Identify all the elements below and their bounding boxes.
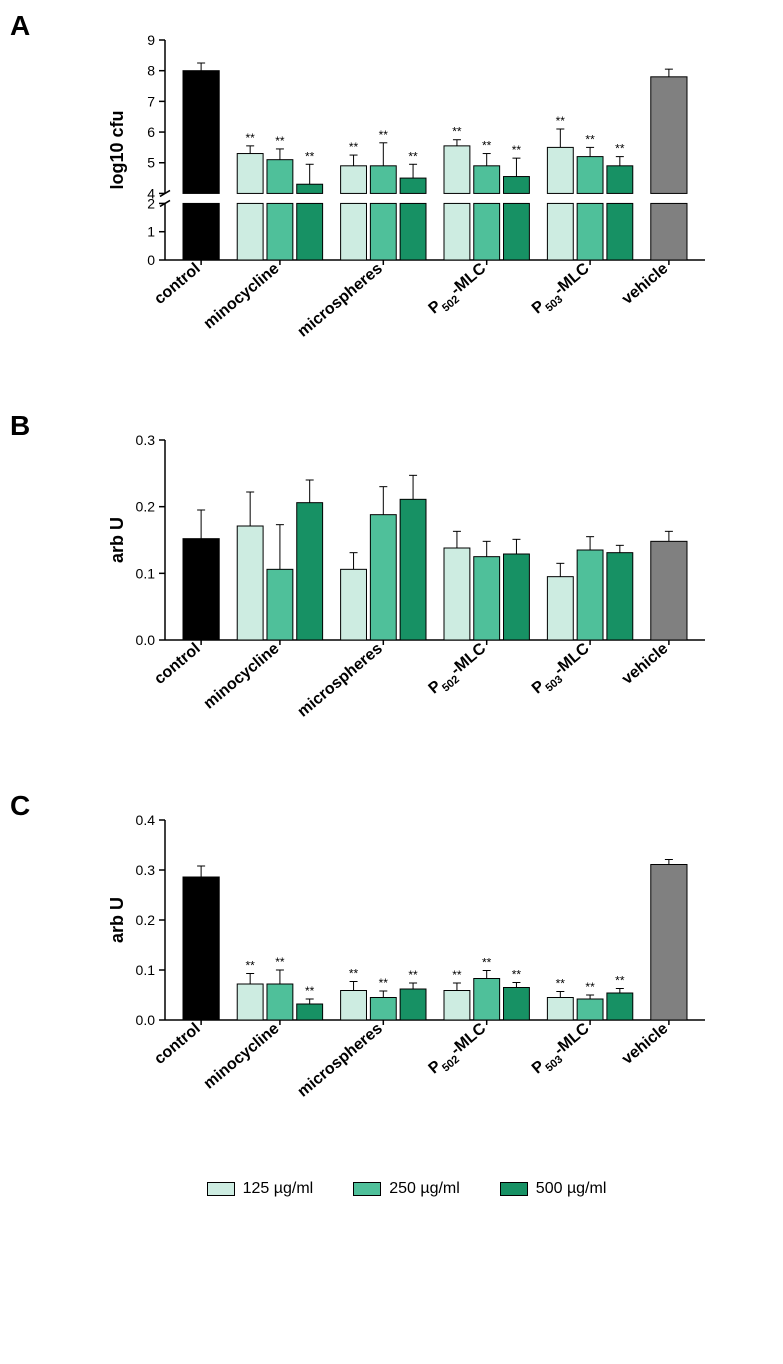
svg-text:6: 6 (147, 124, 155, 140)
svg-text:0.2: 0.2 (136, 499, 156, 515)
figure-page: A 012456789log10 cfu********************… (0, 0, 783, 1228)
svg-text:P502-MLC: P502-MLC (425, 260, 492, 322)
svg-text:0.4: 0.4 (136, 812, 156, 828)
panel-A: A 012456789log10 cfu********************… (60, 20, 753, 360)
svg-text:**: ** (556, 114, 566, 128)
svg-text:**: ** (615, 142, 625, 156)
svg-text:4: 4 (147, 185, 155, 201)
svg-text:vehicle: vehicle (619, 640, 672, 688)
svg-text:**: ** (585, 132, 595, 146)
legend: 125 µg/ml 250 µg/ml 500 µg/ml (60, 1180, 753, 1198)
svg-text:**: ** (556, 977, 566, 991)
svg-text:**: ** (245, 959, 255, 973)
legend-item-125: 125 µg/ml (207, 1180, 314, 1198)
svg-text:9: 9 (147, 32, 155, 48)
legend-swatch-125 (207, 1182, 235, 1196)
svg-text:**: ** (452, 968, 462, 982)
svg-text:**: ** (379, 128, 389, 142)
svg-text:**: ** (512, 143, 522, 157)
svg-text:**: ** (379, 976, 389, 990)
svg-text:P503-MLC: P503-MLC (529, 1020, 596, 1082)
svg-text:8: 8 (147, 63, 155, 79)
svg-text:**: ** (452, 125, 462, 139)
panel-A-label: A (10, 10, 30, 42)
svg-text:5: 5 (147, 155, 155, 171)
svg-text:**: ** (349, 140, 359, 154)
svg-text:minocycline: minocycline (201, 640, 283, 713)
svg-text:arb U: arb U (110, 897, 127, 943)
svg-text:arb U: arb U (110, 517, 127, 563)
svg-text:control: control (151, 640, 203, 688)
panel-C-plot: 0.0 0.1 0.2 0.3 0.4 arb U ** ** ** ** ** ** ** ** ** **… (110, 800, 753, 1120)
svg-text:0.1: 0.1 (136, 565, 156, 581)
svg-text:microspheres: microspheres (295, 1020, 386, 1101)
svg-text:**: ** (615, 974, 625, 988)
svg-text:**: ** (349, 967, 359, 981)
svg-text:microspheres: microspheres (295, 640, 386, 721)
legend-swatch-500 (500, 1182, 528, 1196)
svg-text:**: ** (512, 968, 522, 982)
svg-text:0.1: 0.1 (136, 962, 156, 978)
svg-text:minocycline: minocycline (201, 260, 283, 333)
svg-text:0: 0 (147, 252, 155, 268)
svg-text:0.2: 0.2 (136, 912, 156, 928)
svg-text:**: ** (585, 980, 595, 994)
svg-text:vehicle: vehicle (619, 260, 672, 308)
svg-text:**: ** (482, 139, 492, 153)
svg-text:**: ** (408, 149, 418, 163)
svg-text:control: control (151, 260, 203, 308)
legend-label-500: 500 µg/ml (536, 1180, 607, 1198)
svg-text:0.0: 0.0 (136, 632, 156, 648)
svg-text:**: ** (408, 968, 418, 982)
svg-text:**: ** (245, 131, 255, 145)
svg-text:log10 cfu: log10 cfu (110, 110, 127, 189)
panel-B-label: B (10, 410, 30, 442)
svg-text:0.0: 0.0 (136, 1012, 156, 1028)
legend-item-500: 500 µg/ml (500, 1180, 607, 1198)
svg-text:1: 1 (147, 224, 155, 240)
svg-text:minocycline: minocycline (201, 1020, 283, 1093)
panel-A-plot: 012456789log10 cfu**********************… (110, 20, 753, 360)
svg-text:P503-MLC: P503-MLC (529, 640, 596, 702)
panel-C: C 0.00.10.20.30.4arb U******************… (60, 800, 753, 1120)
svg-text:**: ** (305, 149, 315, 163)
svg-text:control: control (151, 1020, 203, 1068)
svg-text:7: 7 (147, 93, 155, 109)
legend-label-250: 250 µg/ml (389, 1180, 460, 1198)
svg-text:vehicle: vehicle (619, 1020, 672, 1068)
svg-text:**: ** (275, 955, 285, 969)
legend-label-125: 125 µg/ml (243, 1180, 314, 1198)
svg-text:P502-MLC: P502-MLC (425, 640, 492, 702)
svg-text:**: ** (275, 134, 285, 148)
svg-text:**: ** (482, 956, 492, 970)
legend-item-250: 250 µg/ml (353, 1180, 460, 1198)
svg-text:0.3: 0.3 (136, 432, 156, 448)
svg-text:P503-MLC: P503-MLC (529, 260, 596, 322)
svg-text:microspheres: microspheres (295, 260, 386, 341)
svg-text:**: ** (305, 984, 315, 998)
panel-C-label: C (10, 790, 30, 822)
panel-B: B 0.00.10.20.3arb Ucontrolminocyclinemic… (60, 420, 753, 740)
legend-swatch-250 (353, 1182, 381, 1196)
svg-text:P502-MLC: P502-MLC (425, 1020, 492, 1082)
panel-B-plot: 0.0 0.1 0.2 0.3 arb U controlminocyclinemicro… (110, 420, 753, 740)
svg-text:0.3: 0.3 (136, 862, 156, 878)
